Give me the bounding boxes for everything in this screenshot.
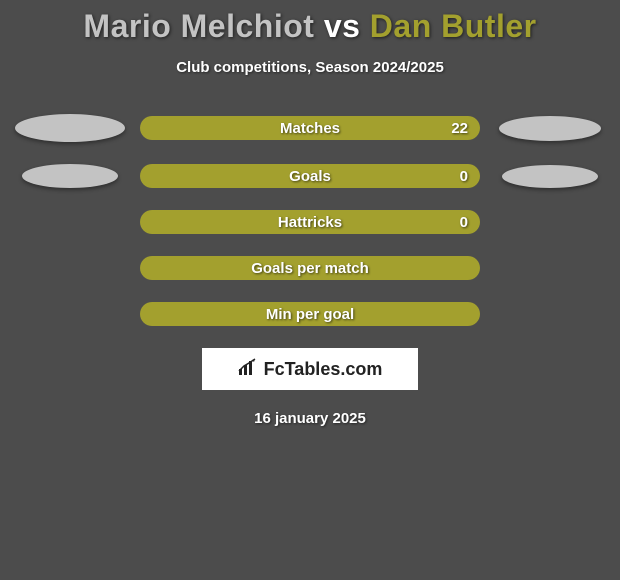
comparison-container: Mario Melchiot vs Dan Butler Club compet… — [0, 0, 620, 427]
stat-value: 22 — [451, 120, 468, 137]
stat-row-hattricks: Hattricks 0 — [0, 210, 620, 234]
page-title: Mario Melchiot vs Dan Butler — [0, 8, 620, 45]
left-side — [10, 164, 130, 188]
player1-ellipse-icon — [22, 164, 118, 188]
chart-icon — [238, 357, 260, 382]
stat-bar: Goals 0 — [140, 164, 480, 188]
vs-text: vs — [324, 8, 361, 44]
stat-label: Matches — [280, 120, 340, 137]
player1-name: Mario Melchiot — [83, 8, 314, 44]
logo-box: FcTables.com — [202, 348, 418, 390]
stat-bar: Min per goal — [140, 302, 480, 326]
stat-bar: Matches 22 — [140, 116, 480, 140]
player2-ellipse-icon — [499, 116, 601, 141]
player1-ellipse-icon — [15, 114, 125, 142]
stat-label: Hattricks — [278, 214, 342, 231]
stat-row-min-per-goal: Min per goal — [0, 302, 620, 326]
right-side — [490, 116, 610, 141]
stat-bar: Hattricks 0 — [140, 210, 480, 234]
stat-row-matches: Matches 22 — [0, 114, 620, 142]
stats-list: Matches 22 Goals 0 Hattricks 0 — [0, 114, 620, 326]
stat-value: 0 — [460, 168, 468, 185]
date-text: 16 january 2025 — [0, 410, 620, 427]
stat-row-goals-per-match: Goals per match — [0, 256, 620, 280]
stat-label: Goals per match — [251, 260, 369, 277]
player2-name: Dan Butler — [370, 8, 537, 44]
right-side — [490, 165, 610, 188]
stat-label: Goals — [289, 168, 331, 185]
player2-ellipse-icon — [502, 165, 598, 188]
stat-bar: Goals per match — [140, 256, 480, 280]
stat-label: Min per goal — [266, 306, 354, 323]
stat-value: 0 — [460, 214, 468, 231]
left-side — [10, 114, 130, 142]
logo-text: FcTables.com — [264, 359, 383, 380]
stat-row-goals: Goals 0 — [0, 164, 620, 188]
subtitle: Club competitions, Season 2024/2025 — [0, 59, 620, 76]
